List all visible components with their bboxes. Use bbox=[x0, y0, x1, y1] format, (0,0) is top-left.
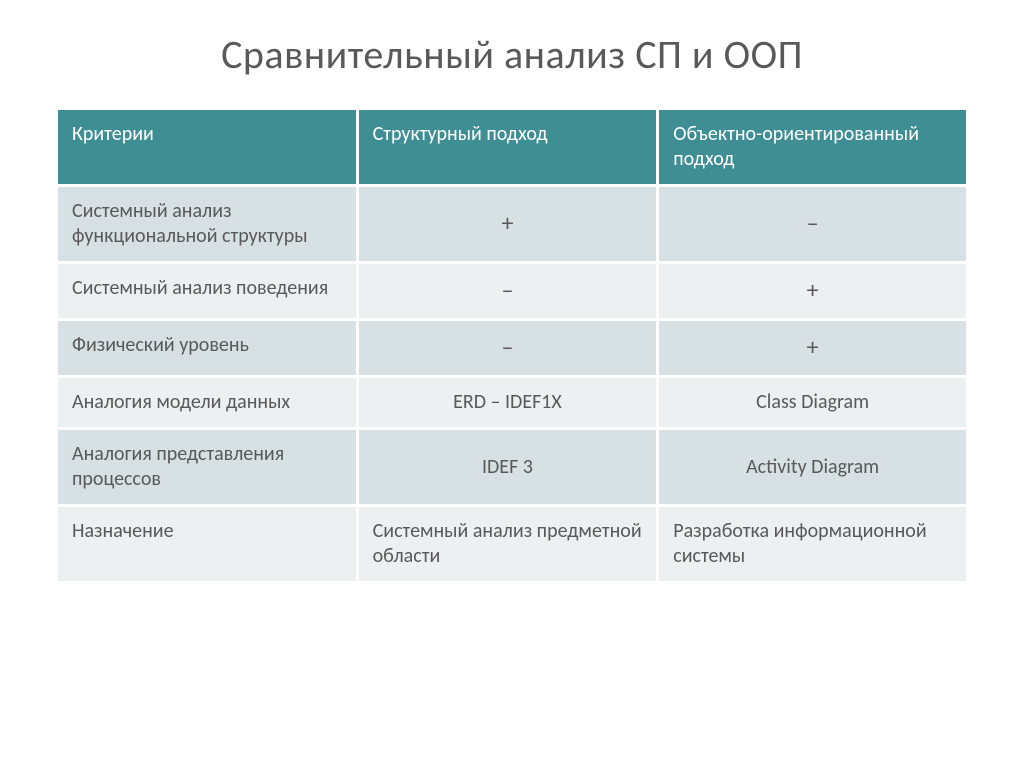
cell-criteria: Аналогия модели данных bbox=[57, 377, 358, 429]
table-row: Аналогия модели данныхERD – IDEF1XClass … bbox=[57, 377, 968, 429]
table-row: Системный анализ функциональной структур… bbox=[57, 186, 968, 263]
cell-oop: + bbox=[658, 320, 968, 377]
cell-oop: – bbox=[658, 186, 968, 263]
cell-sp: – bbox=[357, 263, 658, 320]
table-row: НазначениеСистемный анализ предметной об… bbox=[57, 506, 968, 583]
cell-criteria: Системный анализ функциональной структур… bbox=[57, 186, 358, 263]
col-header-sp: Структурный подход bbox=[357, 109, 658, 186]
cell-sp: + bbox=[357, 186, 658, 263]
table-body: Системный анализ функциональной структур… bbox=[57, 186, 968, 583]
cell-oop: Activity Diagram bbox=[658, 429, 968, 506]
cell-criteria: Назначение bbox=[57, 506, 358, 583]
cell-criteria: Системный анализ поведения bbox=[57, 263, 358, 320]
slide-title: Сравнительный анализ СП и ООП bbox=[55, 30, 969, 79]
cell-sp: – bbox=[357, 320, 658, 377]
cell-oop: + bbox=[658, 263, 968, 320]
cell-criteria: Физический уровень bbox=[57, 320, 358, 377]
table-row: Системный анализ поведения–+ bbox=[57, 263, 968, 320]
cell-oop: Разработка информационной системы bbox=[658, 506, 968, 583]
cell-oop: Class Diagram bbox=[658, 377, 968, 429]
cell-sp: IDEF 3 bbox=[357, 429, 658, 506]
comparison-table: Критерии Структурный подход Объектно-ори… bbox=[55, 107, 969, 584]
table-header-row: Критерии Структурный подход Объектно-ори… bbox=[57, 109, 968, 186]
cell-criteria: Аналогия представления процессов bbox=[57, 429, 358, 506]
col-header-oop: Объектно-ориентированный подход bbox=[658, 109, 968, 186]
cell-sp: Системный анализ предметной области bbox=[357, 506, 658, 583]
table-row: Физический уровень–+ bbox=[57, 320, 968, 377]
col-header-criteria: Критерии bbox=[57, 109, 358, 186]
cell-sp: ERD – IDEF1X bbox=[357, 377, 658, 429]
table-row: Аналогия представления процессовIDEF 3Ac… bbox=[57, 429, 968, 506]
